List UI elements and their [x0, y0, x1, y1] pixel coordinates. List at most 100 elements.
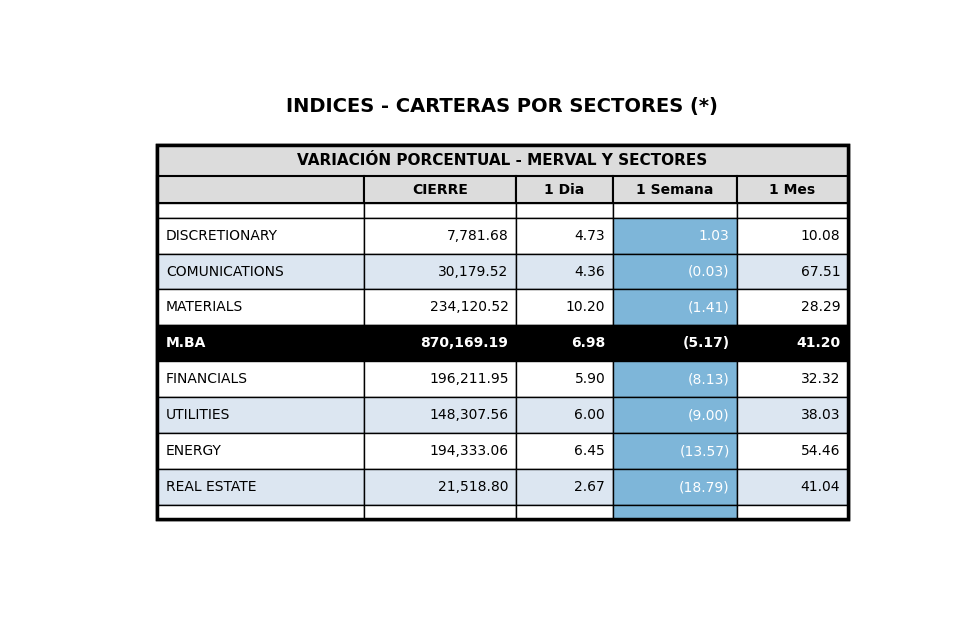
Text: CIERRE: CIERRE — [413, 183, 468, 197]
Bar — [157, 433, 364, 469]
Text: (5.17): (5.17) — [682, 336, 730, 351]
Text: 4.36: 4.36 — [574, 265, 606, 278]
Bar — [516, 469, 612, 505]
Text: 1 Dia: 1 Dia — [544, 183, 585, 197]
Bar — [516, 290, 612, 326]
Text: VARIACIÓN PORCENTUAL - MERVAL Y SECTORES: VARIACIÓN PORCENTUAL - MERVAL Y SECTORES — [297, 153, 708, 168]
Text: 30,179.52: 30,179.52 — [438, 265, 509, 278]
Bar — [612, 290, 737, 326]
Text: 21,518.80: 21,518.80 — [438, 480, 509, 494]
Bar — [737, 397, 848, 433]
Bar — [157, 290, 364, 326]
Bar — [157, 145, 848, 519]
Bar — [364, 326, 516, 361]
Bar — [157, 253, 364, 290]
Bar — [737, 469, 848, 505]
Text: 1 Semana: 1 Semana — [636, 183, 713, 197]
Bar — [516, 253, 612, 290]
Text: MATERIALS: MATERIALS — [166, 301, 243, 314]
Bar — [737, 505, 848, 519]
Bar — [516, 433, 612, 469]
Bar — [516, 505, 612, 519]
Bar — [516, 397, 612, 433]
Bar — [612, 203, 737, 218]
Text: 67.51: 67.51 — [801, 265, 840, 278]
Bar — [612, 397, 737, 433]
Text: 6.45: 6.45 — [574, 444, 606, 458]
Text: INDICES - CARTERAS POR SECTORES (*): INDICES - CARTERAS POR SECTORES (*) — [286, 97, 718, 115]
Bar — [364, 177, 516, 203]
Text: 4.73: 4.73 — [574, 228, 606, 243]
Text: 1 Mes: 1 Mes — [769, 183, 815, 197]
Bar — [364, 290, 516, 326]
Bar — [157, 469, 364, 505]
Text: (0.03): (0.03) — [688, 265, 730, 278]
Bar — [516, 203, 612, 218]
Bar — [364, 433, 516, 469]
Text: 194,333.06: 194,333.06 — [429, 444, 509, 458]
Text: 6.98: 6.98 — [571, 336, 606, 351]
Text: (9.00): (9.00) — [688, 408, 730, 422]
Bar — [612, 469, 737, 505]
Bar — [516, 218, 612, 253]
Text: ENERGY: ENERGY — [166, 444, 221, 458]
Bar — [737, 433, 848, 469]
Bar — [612, 505, 737, 519]
Bar — [364, 361, 516, 397]
Bar — [364, 253, 516, 290]
Bar — [612, 218, 737, 253]
Text: COMUNICATIONS: COMUNICATIONS — [166, 265, 283, 278]
Text: 870,169.19: 870,169.19 — [420, 336, 509, 351]
Text: 28.29: 28.29 — [801, 301, 840, 314]
Bar — [612, 433, 737, 469]
Text: 32.32: 32.32 — [801, 373, 840, 386]
Text: M.BA: M.BA — [166, 336, 206, 351]
Text: 234,120.52: 234,120.52 — [429, 301, 509, 314]
Bar — [737, 203, 848, 218]
Bar — [157, 361, 364, 397]
Bar — [157, 203, 364, 218]
Text: REAL ESTATE: REAL ESTATE — [166, 480, 257, 494]
Bar — [516, 361, 612, 397]
Bar — [364, 505, 516, 519]
Text: (18.79): (18.79) — [679, 480, 730, 494]
Text: 1.03: 1.03 — [699, 228, 730, 243]
Bar — [364, 469, 516, 505]
Bar — [516, 326, 612, 361]
Bar — [612, 326, 737, 361]
Bar — [737, 290, 848, 326]
Bar — [364, 218, 516, 253]
Text: DISCRETIONARY: DISCRETIONARY — [166, 228, 277, 243]
Text: UTILITIES: UTILITIES — [166, 408, 230, 422]
Text: 196,211.95: 196,211.95 — [429, 373, 509, 386]
Bar — [612, 253, 737, 290]
Bar — [364, 203, 516, 218]
Text: 41.04: 41.04 — [801, 480, 840, 494]
Bar — [157, 326, 364, 361]
Bar — [612, 361, 737, 397]
Bar — [364, 397, 516, 433]
Bar — [737, 218, 848, 253]
Text: 7,781.68: 7,781.68 — [447, 228, 509, 243]
Bar — [737, 177, 848, 203]
Text: 6.00: 6.00 — [574, 408, 606, 422]
Bar — [737, 326, 848, 361]
Bar — [737, 361, 848, 397]
Text: 5.90: 5.90 — [574, 373, 606, 386]
Text: 54.46: 54.46 — [801, 444, 840, 458]
Bar — [157, 145, 848, 177]
Text: 41.20: 41.20 — [796, 336, 840, 351]
Bar — [516, 177, 612, 203]
Text: 38.03: 38.03 — [801, 408, 840, 422]
Text: 10.08: 10.08 — [801, 228, 840, 243]
Text: 148,307.56: 148,307.56 — [429, 408, 509, 422]
Bar — [157, 218, 364, 253]
Bar — [157, 177, 364, 203]
Bar — [612, 177, 737, 203]
Text: (8.13): (8.13) — [688, 373, 730, 386]
Bar — [157, 397, 364, 433]
Text: (1.41): (1.41) — [688, 301, 730, 314]
Text: (13.57): (13.57) — [679, 444, 730, 458]
Text: FINANCIALS: FINANCIALS — [166, 373, 248, 386]
Bar — [157, 145, 848, 519]
